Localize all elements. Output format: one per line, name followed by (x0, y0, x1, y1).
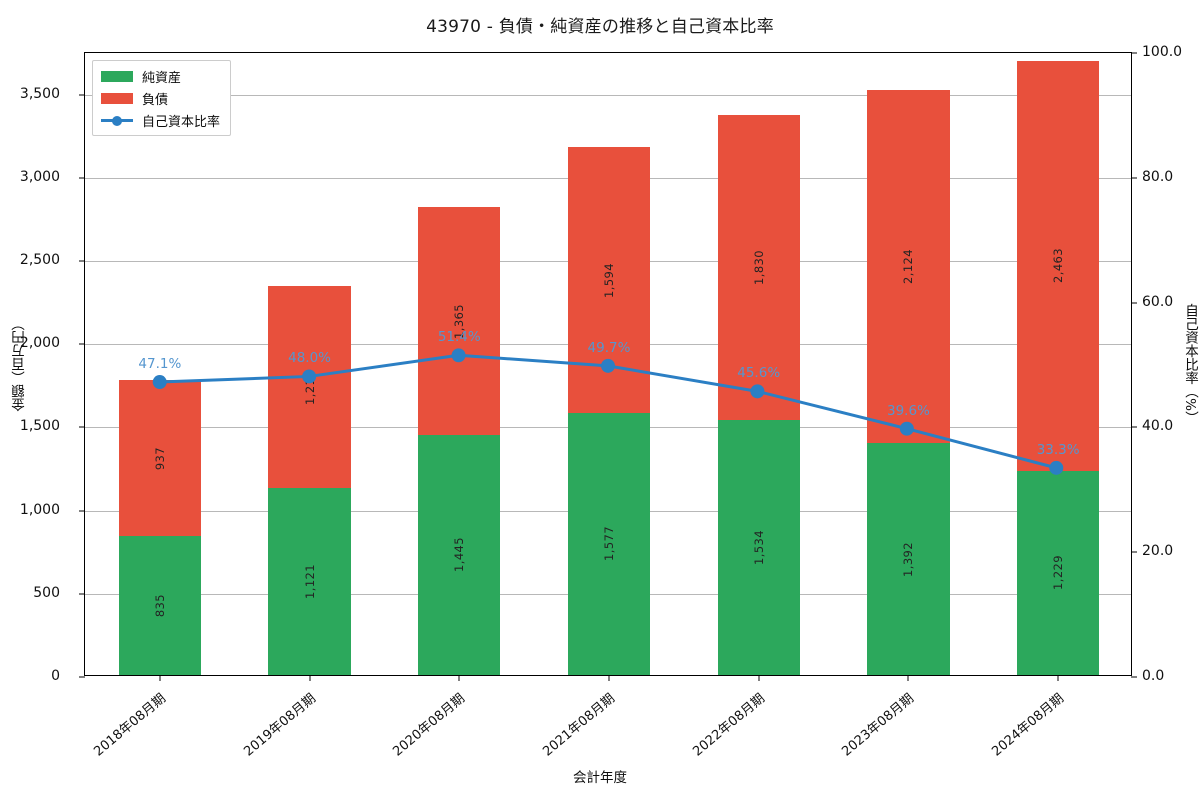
bar-segment-equity[interactable]: 1,392 (867, 443, 950, 675)
x-axis-tick-label: 2024年08月期 (989, 691, 1067, 760)
chart-legend: 純資産 負債 自己資本比率 (92, 60, 232, 136)
y-axis-right-tick-label: 0.0 (1142, 668, 1165, 684)
bar-segment-liabilities[interactable]: 2,124 (867, 89, 950, 444)
legend-label-liabilities: 負債 (142, 92, 169, 108)
legend-item-equity: 純資産 (101, 67, 220, 86)
plot-content: 835 937 1,121 1,216 1,445 1,365 1,577 1,594 1,53… (85, 53, 1131, 675)
y-axis-right-tickmark (1131, 676, 1137, 678)
ratio-marker[interactable] (1049, 460, 1064, 475)
bar-group[interactable]: 1,392 2,124 (867, 51, 950, 675)
legend-label-equity-ratio: 自己資本比率 (142, 114, 221, 130)
x-axis-tick-label: 2019年08月期 (240, 691, 319, 760)
ratio-marker[interactable] (302, 369, 317, 384)
gridline (85, 94, 1131, 96)
x-axis-tick-label: 2018年08月期 (91, 691, 169, 760)
y-axis-left-tickmark (79, 343, 85, 345)
y-axis-left-tick-label: 2,500 (19, 252, 60, 268)
legend-swatch-liabilities (101, 92, 133, 104)
x-axis-tickmark (758, 675, 760, 681)
y-axis-left-tickmark (79, 177, 85, 179)
y-axis-right-tickmark (1131, 302, 1137, 304)
bar-segment-equity[interactable]: 1,121 (268, 488, 351, 675)
bar-segment-liabilities[interactable]: 2,463 (1016, 60, 1100, 471)
y-axis-right-tickmark (1131, 426, 1137, 428)
ratio-marker[interactable] (152, 375, 167, 390)
bar-segment-equity[interactable]: 835 (118, 536, 201, 675)
y-axis-right-tick-label: 40.0 (1142, 418, 1174, 435)
x-axis-tickmark (1057, 675, 1059, 681)
y-axis-left-tickmark (79, 676, 85, 678)
bar-segment-equity[interactable]: 1,229 (1016, 470, 1100, 675)
bar-segment-liabilities[interactable]: 1,216 (268, 286, 351, 489)
ratio-marker[interactable] (451, 348, 466, 363)
plot-area: 835 937 1,121 1,216 1,445 1,365 1,577 1,594 1,53… (79, 52, 1137, 681)
bar-group[interactable]: 1,445 1,365 (418, 51, 501, 675)
y-axis-left-tick-label: 1,500 (19, 418, 60, 435)
ratio-marker[interactable] (899, 421, 914, 436)
y-axis-left-tickmark (79, 426, 85, 428)
x-axis-tick-label: 2023年08月期 (839, 691, 918, 760)
bar-group[interactable]: 1,577 1,594 (567, 51, 651, 675)
y-axis-left-tick-label: 3,500 (19, 85, 60, 102)
x-axis-tickmark (458, 675, 460, 681)
y-axis-left-tick-label: 1,000 (19, 501, 60, 518)
x-axis-tickmark (608, 675, 610, 681)
bar-group[interactable]: 835 937 (118, 51, 201, 675)
bar-segment-equity[interactable]: 1,577 (567, 412, 651, 675)
y-axis-right-tick-label: 80.0 (1142, 168, 1174, 185)
y-axis-left-tick-label: 500 (33, 584, 60, 601)
x-axis-title: 会計年度 (573, 770, 627, 786)
ratio-marker[interactable] (601, 358, 615, 373)
y-axis-right-tickmark (1131, 177, 1137, 179)
legend-item-equity-ratio: 自己資本比率 (101, 111, 221, 130)
y-axis-right-tick-label: 20.0 (1142, 543, 1174, 560)
chart-title: 43970 - 負債・純資産の推移と自己資本比率 (426, 17, 774, 37)
x-axis-tick-label: 2020年08月期 (390, 691, 469, 760)
bar-group[interactable]: 1,121 1,216 (268, 51, 351, 675)
y-axis-left-title: 金額（百万円） (12, 316, 28, 412)
x-axis-tickmark (309, 675, 311, 681)
legend-item-liabilities: 負債 (101, 89, 220, 108)
x-axis-tickmark (907, 675, 909, 681)
y-axis-left-tick-label: 0 (51, 668, 60, 684)
bar-group[interactable]: 1,229 2,463 (1016, 51, 1100, 675)
x-axis-tickmark (159, 675, 161, 681)
y-axis-right-tick-label: 100.0 (1142, 44, 1183, 60)
y-axis-left-tickmark (79, 593, 85, 595)
bar-segment-liabilities[interactable]: 1,365 (418, 207, 501, 435)
x-axis-tick-label: 2022年08月期 (690, 691, 768, 760)
bar-group[interactable]: 1,534 1,830 (717, 51, 800, 675)
y-axis-right-tick-label: 60.0 (1142, 293, 1174, 310)
y-axis-left-tickmark (79, 260, 85, 262)
legend-label-equity: 純資産 (142, 70, 182, 86)
x-axis-tick-label: 2021年08月期 (540, 691, 618, 760)
y-axis-left-tickmark (79, 94, 85, 96)
y-axis-left-tickmark (79, 510, 85, 512)
y-axis-right-tickmark (1131, 52, 1137, 54)
legend-swatch-equity (101, 70, 133, 82)
bar-segment-liabilities[interactable]: 937 (118, 380, 201, 537)
y-axis-left-tick-label: 2,000 (19, 335, 60, 352)
ratio-marker[interactable] (750, 384, 765, 399)
bar-segment-liabilities[interactable]: 1,830 (717, 115, 800, 420)
bar-segment-equity[interactable]: 1,534 (717, 419, 800, 675)
ratio-line-series (152, 348, 1064, 475)
y-axis-right-title: 自己資本比率（%） (1182, 303, 1198, 425)
legend-marker-equity-ratio (101, 113, 133, 127)
y-axis-left-tick-label: 3,000 (19, 168, 60, 185)
bar-segment-equity[interactable]: 1,445 (418, 434, 501, 675)
y-axis-right-tickmark (1131, 551, 1137, 553)
